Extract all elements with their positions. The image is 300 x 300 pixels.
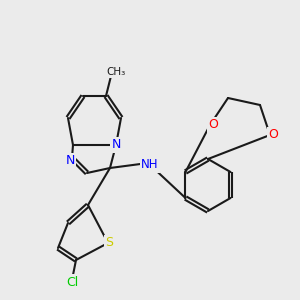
- Text: O: O: [208, 118, 218, 131]
- Text: NH: NH: [141, 158, 159, 172]
- Text: CH₃: CH₃: [106, 67, 126, 77]
- Text: S: S: [105, 236, 113, 250]
- Text: N: N: [111, 139, 121, 152]
- Text: Cl: Cl: [66, 275, 78, 289]
- Text: N: N: [65, 154, 75, 167]
- Text: O: O: [268, 128, 278, 142]
